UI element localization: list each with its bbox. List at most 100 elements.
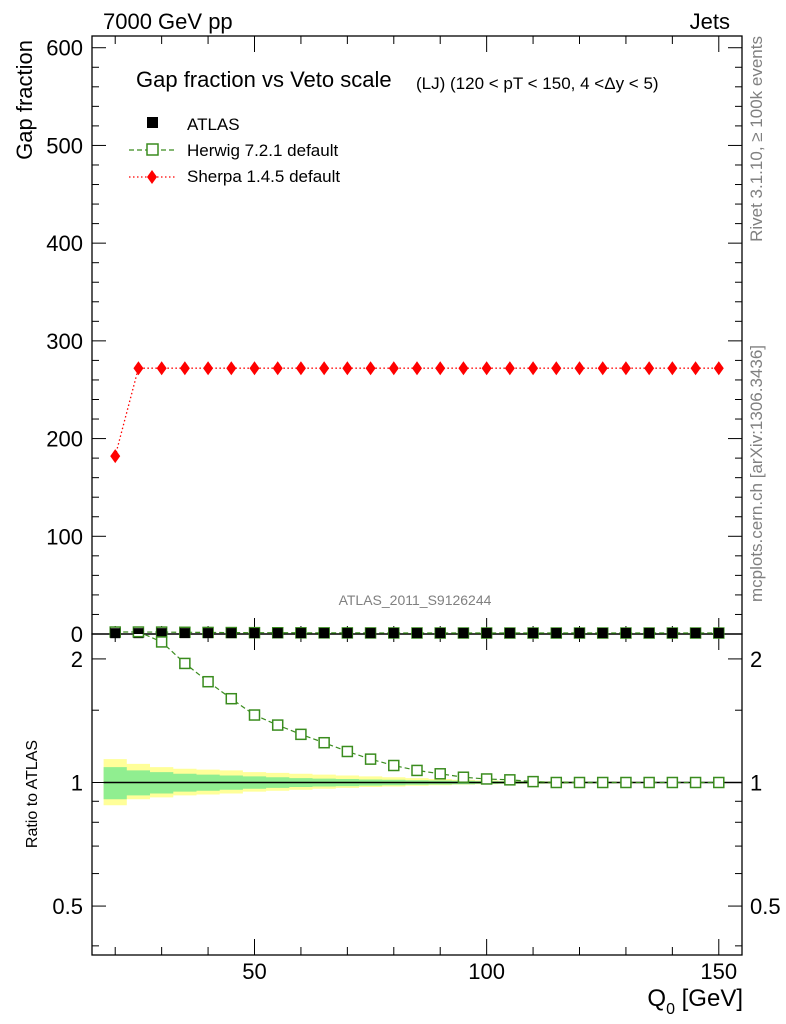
herwig-ratio-point — [689, 776, 702, 789]
herwig-ratio-point — [504, 774, 516, 786]
chart-title: Gap fraction vs Veto scale — [136, 67, 392, 92]
herwig-ratio-point — [573, 776, 586, 789]
side-label-bottom: mcplots.cern.ch [arXiv:1306.3436] — [747, 345, 766, 602]
sherpa-point — [458, 361, 469, 376]
sherpa-point — [435, 361, 446, 376]
ratio-y-axis-label: Ratio to ATLAS — [24, 740, 41, 848]
y-tick-label: 200 — [46, 427, 83, 452]
sherpa-point — [690, 361, 701, 376]
sherpa-point — [481, 361, 492, 376]
herwig-ratio-point — [295, 728, 307, 741]
ratio-tick-label: 1 — [71, 770, 83, 795]
herwig-ratio-point — [179, 657, 191, 670]
atlas-point — [667, 628, 678, 639]
herwig-ratio-point — [318, 736, 330, 749]
plot-content: 0 100 200 300 400 500 600 50 100 150 0.5 0.5 1 1 2 2 — [46, 35, 781, 984]
sherpa-point — [365, 361, 376, 376]
herwig-ratio-point — [434, 768, 446, 780]
sherpa-point — [412, 361, 422, 376]
sherpa-point — [179, 361, 190, 376]
y-tick-label: 400 — [46, 231, 83, 256]
side-label-top: Rivet 3.1.10, ≥ 100k events — [747, 36, 766, 242]
atlas-point — [412, 628, 422, 639]
herwig-ratio-line — [142, 634, 719, 784]
atlas-point — [110, 628, 121, 639]
herwig-ratio-point — [596, 776, 609, 789]
ratio-tick-label-right: 2 — [750, 647, 762, 672]
chart-subtitle: (LJ) (120 < pT < 150, 4 <Δy < 5) — [416, 74, 659, 93]
x-axis-label-q: Q — [647, 985, 666, 1012]
sherpa-point — [342, 361, 353, 376]
herwig-ratio-point — [225, 692, 238, 705]
herwig-ratio-point — [527, 775, 539, 788]
x-tick-label: 50 — [242, 959, 266, 984]
sherpa-point — [110, 449, 121, 464]
legend-label-sherpa: Sherpa 1.4.5 default — [187, 167, 340, 186]
sherpa-line — [114, 367, 719, 457]
y-tick-label: 0 — [71, 622, 83, 647]
atlas-point — [597, 628, 608, 639]
legend: ATLAS Herwig 7.2.1 default Sherpa 1.4.5 … — [129, 115, 340, 186]
atlas-point — [504, 628, 515, 639]
sherpa-point — [551, 361, 562, 376]
atlas-point — [342, 628, 353, 639]
y-axis-label: Gap fraction — [12, 40, 37, 160]
atlas-point — [179, 628, 190, 639]
legend-label-herwig: Herwig 7.2.1 default — [187, 141, 338, 160]
sherpa-point — [319, 361, 330, 376]
sherpa-point — [644, 361, 655, 376]
herwig-ratio-point — [341, 745, 354, 758]
x-axis-label: Q0 [GeV] — [647, 985, 743, 1018]
ratio-tick-label: 2 — [71, 647, 83, 672]
sherpa-point — [133, 361, 144, 376]
atlas-point — [272, 628, 283, 639]
atlas-point — [249, 628, 260, 639]
x-axis-label-unit: [GeV] — [675, 985, 743, 1012]
x-tick-label: 150 — [700, 959, 737, 984]
atlas-point — [620, 628, 631, 639]
herwig-ratio-point — [202, 675, 214, 688]
sherpa-point — [226, 361, 237, 376]
atlas-point — [574, 628, 585, 639]
sherpa-point — [388, 361, 399, 376]
x-tick-label: 100 — [468, 959, 505, 984]
ratio-series-group — [132, 634, 725, 789]
herwig-ratio-point — [666, 776, 679, 789]
herwig-ratio-point — [620, 776, 632, 789]
ratio-tick-label-right: 0.5 — [750, 894, 781, 919]
herwig-ratio-point — [643, 776, 655, 789]
sherpa-point — [620, 361, 631, 376]
legend-marker-herwig — [146, 143, 159, 156]
atlas-point — [481, 628, 492, 639]
herwig-line — [115, 631, 719, 634]
sherpa-point — [203, 361, 214, 376]
herwig-ratio-point — [388, 759, 400, 772]
sherpa-point — [597, 361, 608, 376]
header-right: Jets — [690, 9, 730, 34]
atlas-point — [156, 628, 167, 639]
sherpa-point — [504, 361, 515, 376]
x-axis-label-sub: 0 — [666, 1001, 675, 1018]
analysis-watermark: ATLAS_2011_S9126244 — [339, 592, 492, 608]
herwig-ratio-point — [132, 634, 145, 638]
y-tick-label: 500 — [46, 133, 83, 158]
atlas-point — [713, 628, 724, 639]
herwig-ratio-point — [480, 773, 493, 785]
sherpa-point — [713, 361, 724, 376]
atlas-point — [458, 628, 469, 639]
atlas-point — [435, 628, 446, 639]
atlas-point — [644, 628, 655, 639]
atlas-point — [226, 628, 237, 639]
atlas-point — [388, 628, 399, 639]
legend-marker-sherpa — [147, 170, 157, 184]
atlas-point — [365, 628, 376, 639]
herwig-ratio-point — [155, 636, 168, 648]
herwig-ratio-point — [271, 719, 284, 731]
herwig-ratio-point — [364, 753, 377, 765]
legend-marker-atlas — [147, 117, 158, 128]
sherpa-point — [156, 361, 167, 376]
legend-label-atlas: ATLAS — [187, 115, 240, 134]
atlas-point — [203, 628, 214, 639]
herwig-ratio-point — [411, 764, 423, 777]
